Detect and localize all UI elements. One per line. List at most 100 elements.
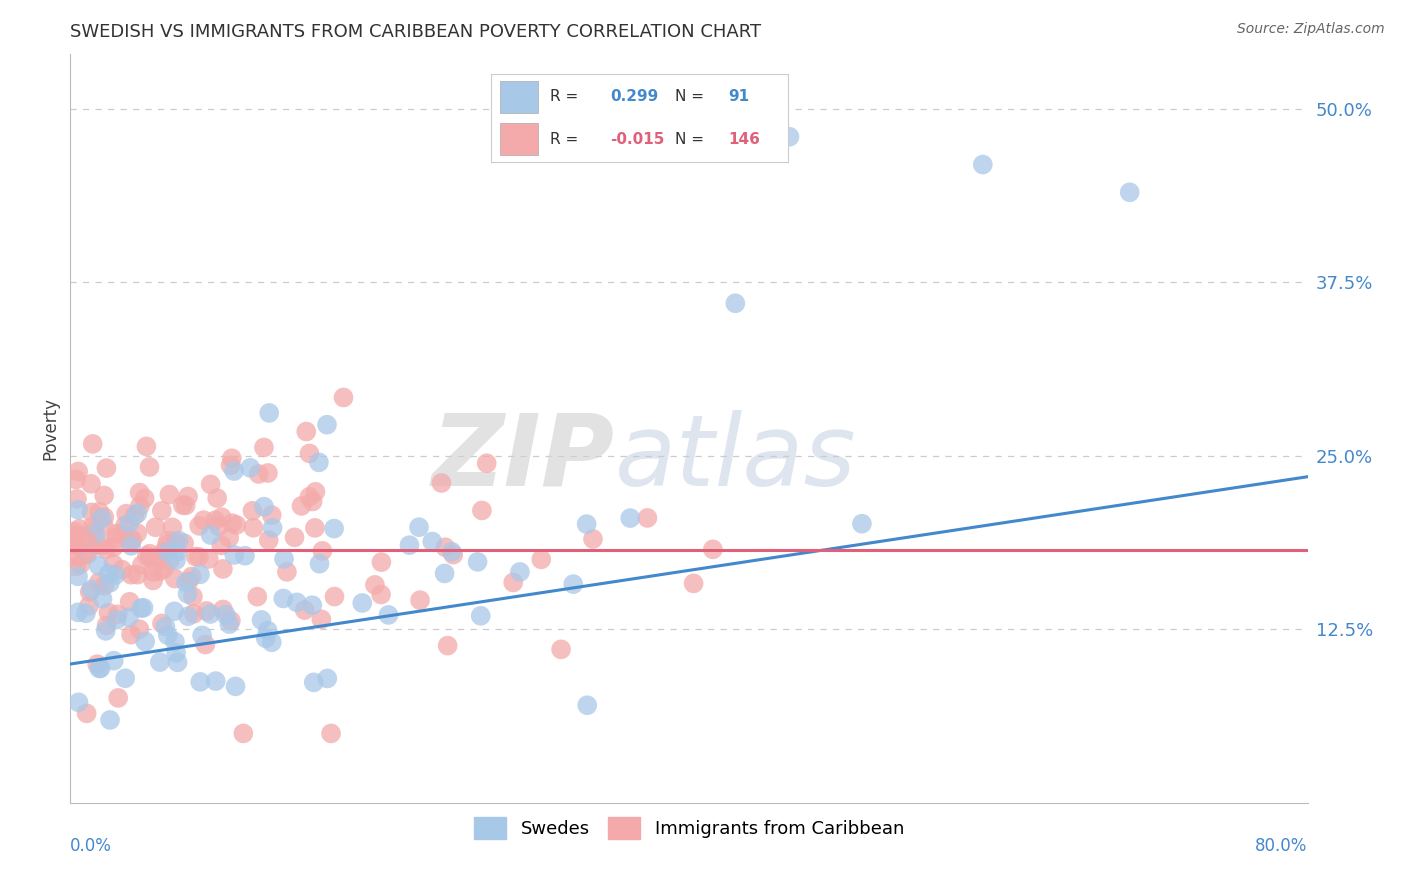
Point (273, 552, 295, 566)
Point (283, 530, 305, 544)
Point (172, 498, 194, 512)
Point (146, 549, 169, 564)
Point (302, 675, 325, 690)
Point (440, 545, 463, 559)
Point (323, 522, 346, 536)
Point (107, 690, 129, 705)
Point (156, 545, 179, 559)
Point (308, 455, 330, 469)
Point (575, 517, 598, 532)
Point (851, 516, 873, 531)
Point (76, 547, 98, 561)
Point (156, 537, 179, 551)
Point (311, 612, 333, 626)
Point (239, 460, 262, 475)
Point (184, 549, 207, 564)
Y-axis label: Poverty: Poverty (41, 397, 59, 459)
Point (128, 499, 150, 513)
Point (377, 607, 399, 622)
Point (127, 507, 149, 521)
Point (576, 698, 599, 713)
Point (90, 661, 112, 675)
Point (177, 490, 200, 504)
Point (67, 695, 90, 709)
Point (218, 617, 240, 632)
Point (134, 634, 156, 648)
Point (177, 574, 200, 589)
Point (82, 519, 104, 533)
Point (83, 524, 105, 538)
Point (93, 520, 115, 534)
Point (233, 549, 256, 563)
Point (219, 458, 242, 473)
Point (562, 577, 585, 591)
Point (80, 582, 103, 597)
Point (218, 531, 240, 545)
Point (93, 579, 115, 593)
Point (155, 620, 177, 634)
Point (271, 591, 294, 606)
Point (165, 646, 187, 660)
Point (142, 574, 165, 588)
Point (118, 595, 141, 609)
Point (352, 596, 374, 610)
Point (120, 534, 142, 549)
Point (98, 713, 121, 727)
Point (67, 605, 90, 619)
Point (93, 488, 115, 502)
Point (165, 553, 187, 567)
Point (290, 499, 312, 513)
Point (145, 520, 167, 534)
Point (200, 607, 222, 621)
Point (96, 618, 118, 632)
Point (242, 504, 264, 518)
Point (316, 672, 339, 686)
Point (191, 628, 214, 642)
Text: Source: ZipAtlas.com: Source: ZipAtlas.com (1237, 22, 1385, 37)
Point (156, 628, 179, 642)
Point (139, 550, 162, 565)
Point (167, 533, 190, 548)
Point (550, 642, 572, 657)
Point (105, 613, 128, 627)
Point (124, 508, 146, 523)
Point (257, 533, 280, 548)
Point (77, 599, 100, 613)
Point (120, 628, 142, 642)
Point (177, 609, 200, 624)
Point (162, 520, 184, 534)
Point (127, 567, 149, 582)
Point (301, 494, 323, 508)
Point (332, 391, 354, 405)
Point (138, 460, 160, 475)
Point (636, 511, 658, 525)
Point (225, 679, 247, 693)
Point (972, 157, 994, 171)
Point (242, 521, 264, 535)
Point (530, 552, 553, 566)
Point (159, 553, 181, 567)
Point (79, 585, 101, 599)
Point (295, 425, 318, 439)
Text: 80.0%: 80.0% (1256, 837, 1308, 855)
Point (409, 593, 432, 607)
Point (250, 613, 273, 627)
Point (131, 558, 153, 572)
Point (150, 616, 173, 631)
Point (163, 572, 186, 586)
Point (115, 507, 138, 521)
Point (87, 575, 110, 590)
Point (107, 607, 129, 622)
Text: atlas: atlas (614, 409, 856, 507)
Point (118, 610, 141, 624)
Point (323, 590, 346, 604)
Point (103, 654, 125, 668)
Point (67, 569, 90, 583)
Point (194, 638, 217, 652)
Point (65, 559, 87, 574)
Point (165, 535, 187, 549)
Point (152, 545, 174, 559)
Point (86, 538, 108, 552)
Point (65, 538, 87, 552)
Point (408, 520, 430, 534)
